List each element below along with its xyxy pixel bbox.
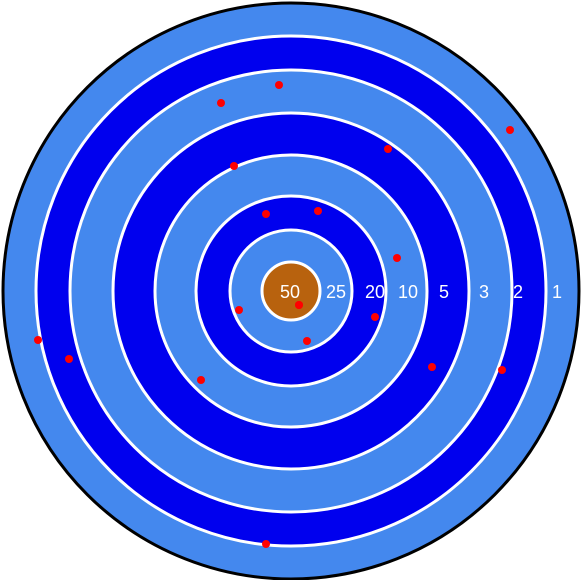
hit-marker: [506, 126, 514, 134]
hit-marker: [217, 99, 225, 107]
ring-label-5: 5: [439, 282, 449, 302]
hit-marker: [65, 355, 73, 363]
hit-marker: [34, 336, 42, 344]
hit-marker: [262, 210, 270, 218]
ring-label-2: 2: [513, 282, 523, 302]
hit-marker: [303, 337, 311, 345]
hit-marker: [314, 207, 322, 215]
ring-label-3: 3: [479, 282, 489, 302]
ring-label-50: 50: [280, 282, 300, 302]
hit-marker: [384, 145, 392, 153]
hit-marker: [428, 363, 436, 371]
ring-label-25: 25: [326, 282, 346, 302]
hit-marker: [393, 254, 401, 262]
hit-marker: [275, 81, 283, 89]
hit-marker: [371, 313, 379, 321]
hit-marker: [230, 162, 238, 170]
ring-label-1: 1: [552, 282, 562, 302]
hit-marker: [498, 366, 506, 374]
hit-marker: [235, 306, 243, 314]
hit-marker: [197, 376, 205, 384]
hit-marker: [262, 540, 270, 548]
ring-label-10: 10: [398, 282, 418, 302]
hit-markers: [34, 81, 514, 548]
ring-label-20: 20: [365, 282, 385, 302]
hit-marker: [295, 301, 303, 309]
ring-50[interactable]: [260, 260, 322, 322]
ring-score-labels: 1 2 3 5 10 20 25 50: [280, 282, 562, 302]
